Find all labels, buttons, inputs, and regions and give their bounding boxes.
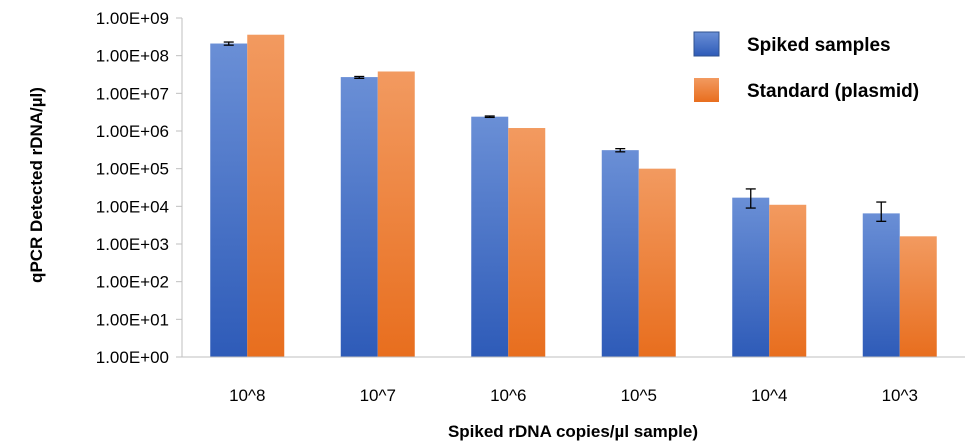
legend-swatch-spiked (693, 31, 720, 57)
y-tick-label: 1.00E+06 (96, 122, 169, 141)
x-tick-label: 10^3 (882, 386, 918, 405)
y-tick-label: 1.00E+01 (96, 310, 169, 329)
bar-standard-plasmid (508, 128, 546, 357)
y-tick-label: 1.00E+00 (96, 348, 169, 367)
bar-spiked-samples (732, 197, 770, 357)
bar-standard-plasmid (899, 236, 937, 357)
bar-spiked-samples (471, 116, 509, 357)
bar-standard-plasmid (247, 34, 285, 357)
y-tick-label: 1.00E+04 (96, 197, 169, 216)
x-tick-label: 10^6 (490, 386, 526, 405)
x-axis-title: Spiked rDNA copies/µl sample) (448, 422, 698, 441)
legend: Spiked samples Standard (plasmid) (693, 31, 919, 102)
y-tick-label: 1.00E+07 (96, 84, 169, 103)
y-tick-label: 1.00E+02 (96, 273, 169, 292)
y-tick-label: 1.00E+03 (96, 235, 169, 254)
bar-spiked-samples (340, 77, 378, 357)
x-tick-label: 10^8 (229, 386, 265, 405)
x-tick-label: 10^5 (621, 386, 657, 405)
bar-spiked-samples (210, 43, 248, 358)
bar-standard-plasmid (638, 168, 676, 357)
x-tick-label: 10^7 (360, 386, 396, 405)
y-tick-label: 1.00E+05 (96, 160, 169, 179)
y-axis-title: qPCR Detected rDNA/µl) (27, 87, 46, 283)
x-axis-tick-labels: 10^8 10^7 10^6 10^5 10^4 10^3 (229, 386, 918, 405)
bar-spiked-samples (862, 213, 900, 357)
y-tick-label: 1.00E+09 (96, 9, 169, 28)
bar-spiked-samples (601, 150, 639, 357)
x-tick-label: 10^4 (751, 386, 787, 405)
bar-standard-plasmid (769, 204, 807, 357)
error-bars (223, 41, 887, 222)
legend-swatch-standard (694, 78, 719, 102)
legend-label-spiked: Spiked samples (747, 35, 891, 56)
y-axis-tick-labels: 1.00E+00 1.00E+01 1.00E+02 1.00E+03 1.00E+04… (96, 9, 182, 367)
y-tick-label: 1.00E+08 (96, 47, 169, 66)
legend-label-standard: Standard (plasmid) (747, 81, 919, 102)
bars (210, 34, 937, 358)
bar-standard-plasmid (377, 71, 415, 358)
